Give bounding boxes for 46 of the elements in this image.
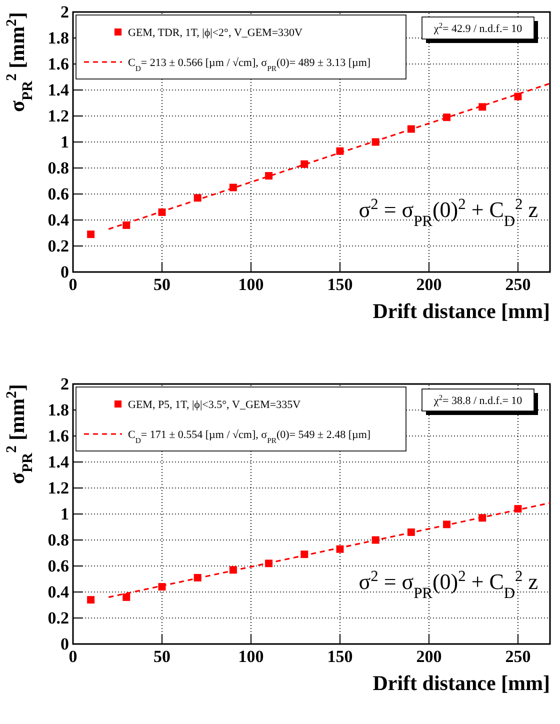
x-tick-label: 50: [153, 647, 170, 666]
annotation: χ$^{2}$= 42.9 / n.d.f.= 10: [432, 20, 523, 35]
x-tick-label: 200: [416, 275, 442, 294]
y-tick-label: 0.8: [48, 158, 69, 178]
y-tick-label: 0.4: [48, 210, 70, 230]
text: σ$^{2}$ = σ$_{PR}$(0)$^{2}$ + C$_{D}$$^{2}$ z: [358, 196, 538, 230]
y-tick-label: 1.2: [48, 106, 69, 126]
x-axis-title: Drift distance [mm]: [372, 299, 550, 323]
x-tick-label: 200: [416, 647, 442, 666]
legend-label: GEM, P5, 1T, |ϕ|<3.5°, V_GEM=335V: [128, 399, 301, 411]
x-tick-label: 100: [238, 275, 264, 294]
x-tick-label: 250: [505, 647, 531, 666]
legend-label: C$_{D}$= 171 ± 0.554 [µm / √cm], σ$_{PR}$(0)= 549 ± 2.48 [µm]: [128, 429, 371, 444]
y-tick-label: 0: [60, 262, 69, 282]
x-tick-label: 150: [327, 275, 353, 294]
point: [443, 114, 451, 122]
point: [122, 593, 130, 601]
y-tick-label: 1: [60, 132, 69, 152]
y-tick-label: 1.8: [48, 400, 69, 420]
y-tick-label: 1.2: [48, 478, 69, 498]
legend-label: GEM, TDR, 1T, |ϕ|<2°, V_GEM=330V: [128, 27, 303, 39]
y-tick-label: 2: [60, 2, 69, 22]
x-tick-label: 100: [238, 647, 264, 666]
y-tick-label: 0.6: [48, 556, 69, 576]
y-tick-label: 1.4: [48, 80, 70, 100]
y-tick-label: 1.6: [48, 54, 69, 74]
y-tick-label: 1.8: [48, 28, 69, 48]
point: [87, 230, 95, 238]
y-tick-label: 1.4: [48, 452, 70, 472]
y-tick-label: 0.2: [48, 236, 69, 256]
legend-label: C$_{D}$= 213 ± 0.566 [µm / √cm], σ$_{PR}$(0)= 489 ± 3.13 [µm]: [128, 57, 371, 72]
y-tick-label: 0.2: [48, 608, 69, 628]
annotation: χ$^{2}$= 38.8 / n.d.f.= 10: [432, 392, 523, 407]
x-tick-label: 50: [153, 275, 170, 294]
x-tick-label: 250: [505, 275, 531, 294]
y-tick-label: 1: [60, 504, 69, 524]
x-tick-label: 150: [327, 647, 353, 666]
y-tick-label: 2: [60, 374, 69, 394]
y-tick-label: 0: [60, 634, 69, 654]
x-axis-title: Drift distance [mm]: [372, 671, 550, 695]
y-tick-label: 1.6: [48, 426, 69, 446]
y-tick-label: 0.6: [48, 184, 69, 204]
y-tick-label: 0.4: [48, 582, 70, 602]
text: σ$^{2}$ = σ$_{PR}$(0)$^{2}$ + C$_{D}$$^{2}$ z: [358, 568, 538, 602]
point: [87, 596, 95, 604]
y-tick-label: 0.8: [48, 530, 69, 550]
